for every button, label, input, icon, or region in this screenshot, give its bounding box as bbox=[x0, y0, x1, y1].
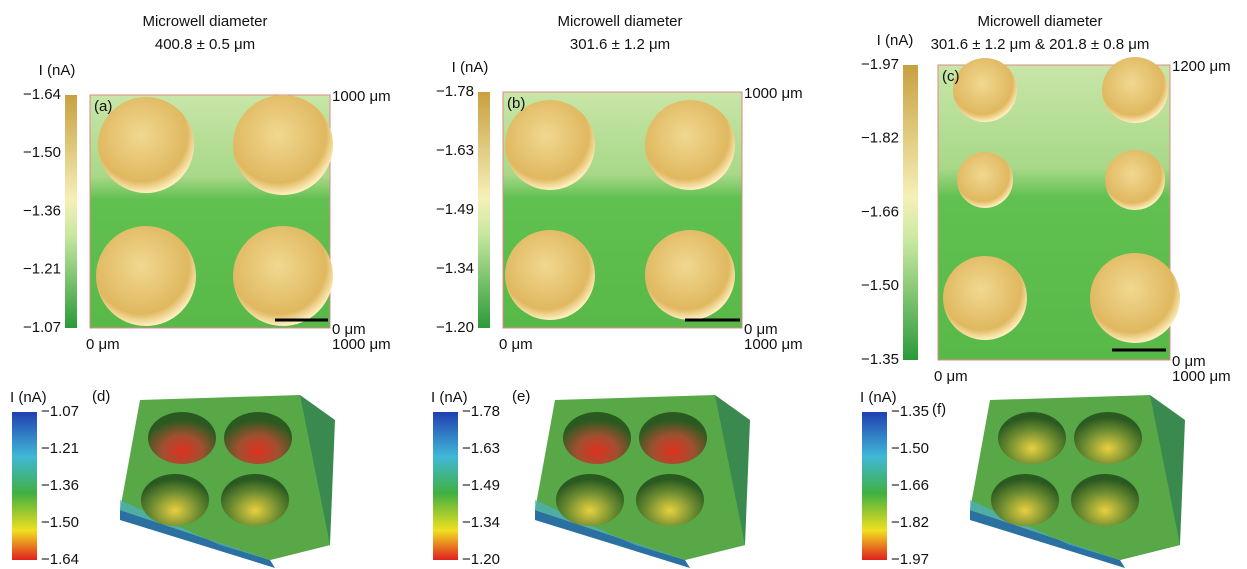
surface-well bbox=[1071, 474, 1139, 526]
colorbar-tick-label: −1.64 bbox=[41, 551, 79, 568]
colorbar-tick-label: −1.66 bbox=[861, 203, 899, 220]
colorbar-tick-label: −1.97 bbox=[861, 56, 899, 73]
colorbar-tick-label: −1.50 bbox=[861, 277, 899, 294]
microwell bbox=[96, 226, 196, 326]
colorbar-tick-label: −1.50 bbox=[23, 144, 61, 161]
surface-top bbox=[535, 395, 745, 560]
colorbar-tick-label: −1.49 bbox=[436, 201, 474, 218]
panel-letter: (b) bbox=[507, 95, 525, 112]
surface-well bbox=[556, 474, 624, 526]
surface-well bbox=[991, 474, 1059, 526]
colorbar bbox=[903, 65, 918, 360]
surface-top bbox=[970, 395, 1180, 560]
panel-letter: (c) bbox=[942, 68, 960, 85]
colorbar-tick-label: −1.63 bbox=[436, 142, 474, 159]
x-start-label: 0 μm bbox=[86, 336, 120, 353]
surface-top bbox=[120, 395, 330, 560]
surface-well bbox=[563, 412, 631, 464]
surface-well bbox=[636, 474, 704, 526]
colorbar-tick-label: −1.49 bbox=[462, 477, 500, 494]
colorbar-tick-label: −1.21 bbox=[23, 261, 61, 278]
panel-title: Microwell diameter bbox=[557, 13, 682, 30]
surface-well bbox=[998, 412, 1066, 464]
colorbar-label: I (nA) bbox=[452, 59, 489, 76]
colorbar-tick-label: −1.07 bbox=[23, 319, 61, 336]
colorbar-tick-label: −1.20 bbox=[462, 551, 500, 568]
colorbar-tick-label: −1.50 bbox=[891, 440, 929, 457]
microwell bbox=[1090, 253, 1180, 343]
microwell bbox=[98, 97, 194, 193]
colorbar-tick-label: −1.21 bbox=[41, 440, 79, 457]
microwell bbox=[233, 226, 333, 326]
colorbar-tick-label: −1.78 bbox=[436, 83, 474, 100]
microwell bbox=[233, 95, 333, 195]
microwell bbox=[1102, 57, 1168, 123]
surface-well bbox=[148, 412, 216, 464]
colorbar-tick-label: −1.35 bbox=[891, 403, 929, 420]
x-start-label: 0 μm bbox=[499, 336, 533, 353]
y-end-label: 1000 μm bbox=[744, 85, 803, 102]
microwell bbox=[505, 230, 595, 320]
x-start-label: 0 μm bbox=[934, 368, 968, 385]
panel-letter: (e) bbox=[512, 388, 530, 405]
surface-well bbox=[639, 412, 707, 464]
colorbar bbox=[12, 412, 37, 560]
surface-well bbox=[221, 474, 289, 526]
surface-well bbox=[141, 474, 209, 526]
colorbar-tick-label: −1.82 bbox=[891, 514, 929, 531]
y-end-label: 1000 μm bbox=[332, 88, 391, 105]
colorbar-tick-label: −1.07 bbox=[41, 403, 79, 420]
colorbar-tick-label: −1.97 bbox=[891, 551, 929, 568]
surface-well bbox=[224, 412, 292, 464]
colorbar-tick-label: −1.66 bbox=[891, 477, 929, 494]
panel-subtitle: 400.8 ± 0.5 μm bbox=[155, 36, 255, 53]
colorbar bbox=[478, 92, 490, 328]
microwell bbox=[1105, 150, 1165, 210]
panel-subtitle: 301.6 ± 1.2 μm bbox=[570, 36, 670, 53]
colorbar-tick-label: −1.78 bbox=[462, 403, 500, 420]
panel-letter: (d) bbox=[92, 388, 110, 405]
colorbar-tick-label: −1.34 bbox=[436, 260, 474, 277]
colorbar-tick-label: −1.36 bbox=[23, 202, 61, 219]
microwell bbox=[957, 152, 1013, 208]
panel-subtitle: 301.6 ± 1.2 μm & 201.8 ± 0.8 μm bbox=[931, 36, 1150, 53]
y-end-label: 1200 μm bbox=[1172, 58, 1231, 75]
colorbar-tick-label: −1.36 bbox=[41, 477, 79, 494]
colorbar-tick-label: −1.50 bbox=[41, 514, 79, 531]
colorbar-label: I (nA) bbox=[877, 32, 914, 49]
microwell bbox=[505, 100, 595, 190]
colorbar-tick-label: −1.20 bbox=[436, 319, 474, 336]
microwell bbox=[645, 230, 735, 320]
microwell bbox=[943, 256, 1027, 340]
colorbar-label: I (nA) bbox=[39, 62, 76, 79]
x-end-label: 1000 μm bbox=[744, 336, 803, 353]
x-end-label: 1000 μm bbox=[1172, 368, 1231, 385]
panel-letter: (a) bbox=[94, 98, 112, 115]
colorbar-tick-label: −1.82 bbox=[861, 130, 899, 147]
microwell bbox=[953, 58, 1017, 122]
surface-well bbox=[1074, 412, 1142, 464]
figure: Microwell diameter 400.8 ± 0.5 μm I (nA) −1… bbox=[0, 0, 1247, 569]
microwell bbox=[645, 100, 735, 190]
panel-letter: (f) bbox=[932, 401, 946, 418]
panel-title: Microwell diameter bbox=[977, 13, 1102, 30]
x-end-label: 1000 μm bbox=[332, 336, 391, 353]
panel-title: Microwell diameter bbox=[142, 13, 267, 30]
colorbar bbox=[65, 95, 77, 328]
colorbar-tick-label: −1.64 bbox=[23, 86, 61, 103]
colorbar bbox=[862, 412, 887, 560]
colorbar bbox=[433, 412, 458, 560]
colorbar-tick-label: −1.34 bbox=[462, 514, 500, 531]
colorbar-tick-label: −1.63 bbox=[462, 440, 500, 457]
colorbar-tick-label: −1.35 bbox=[861, 351, 899, 368]
